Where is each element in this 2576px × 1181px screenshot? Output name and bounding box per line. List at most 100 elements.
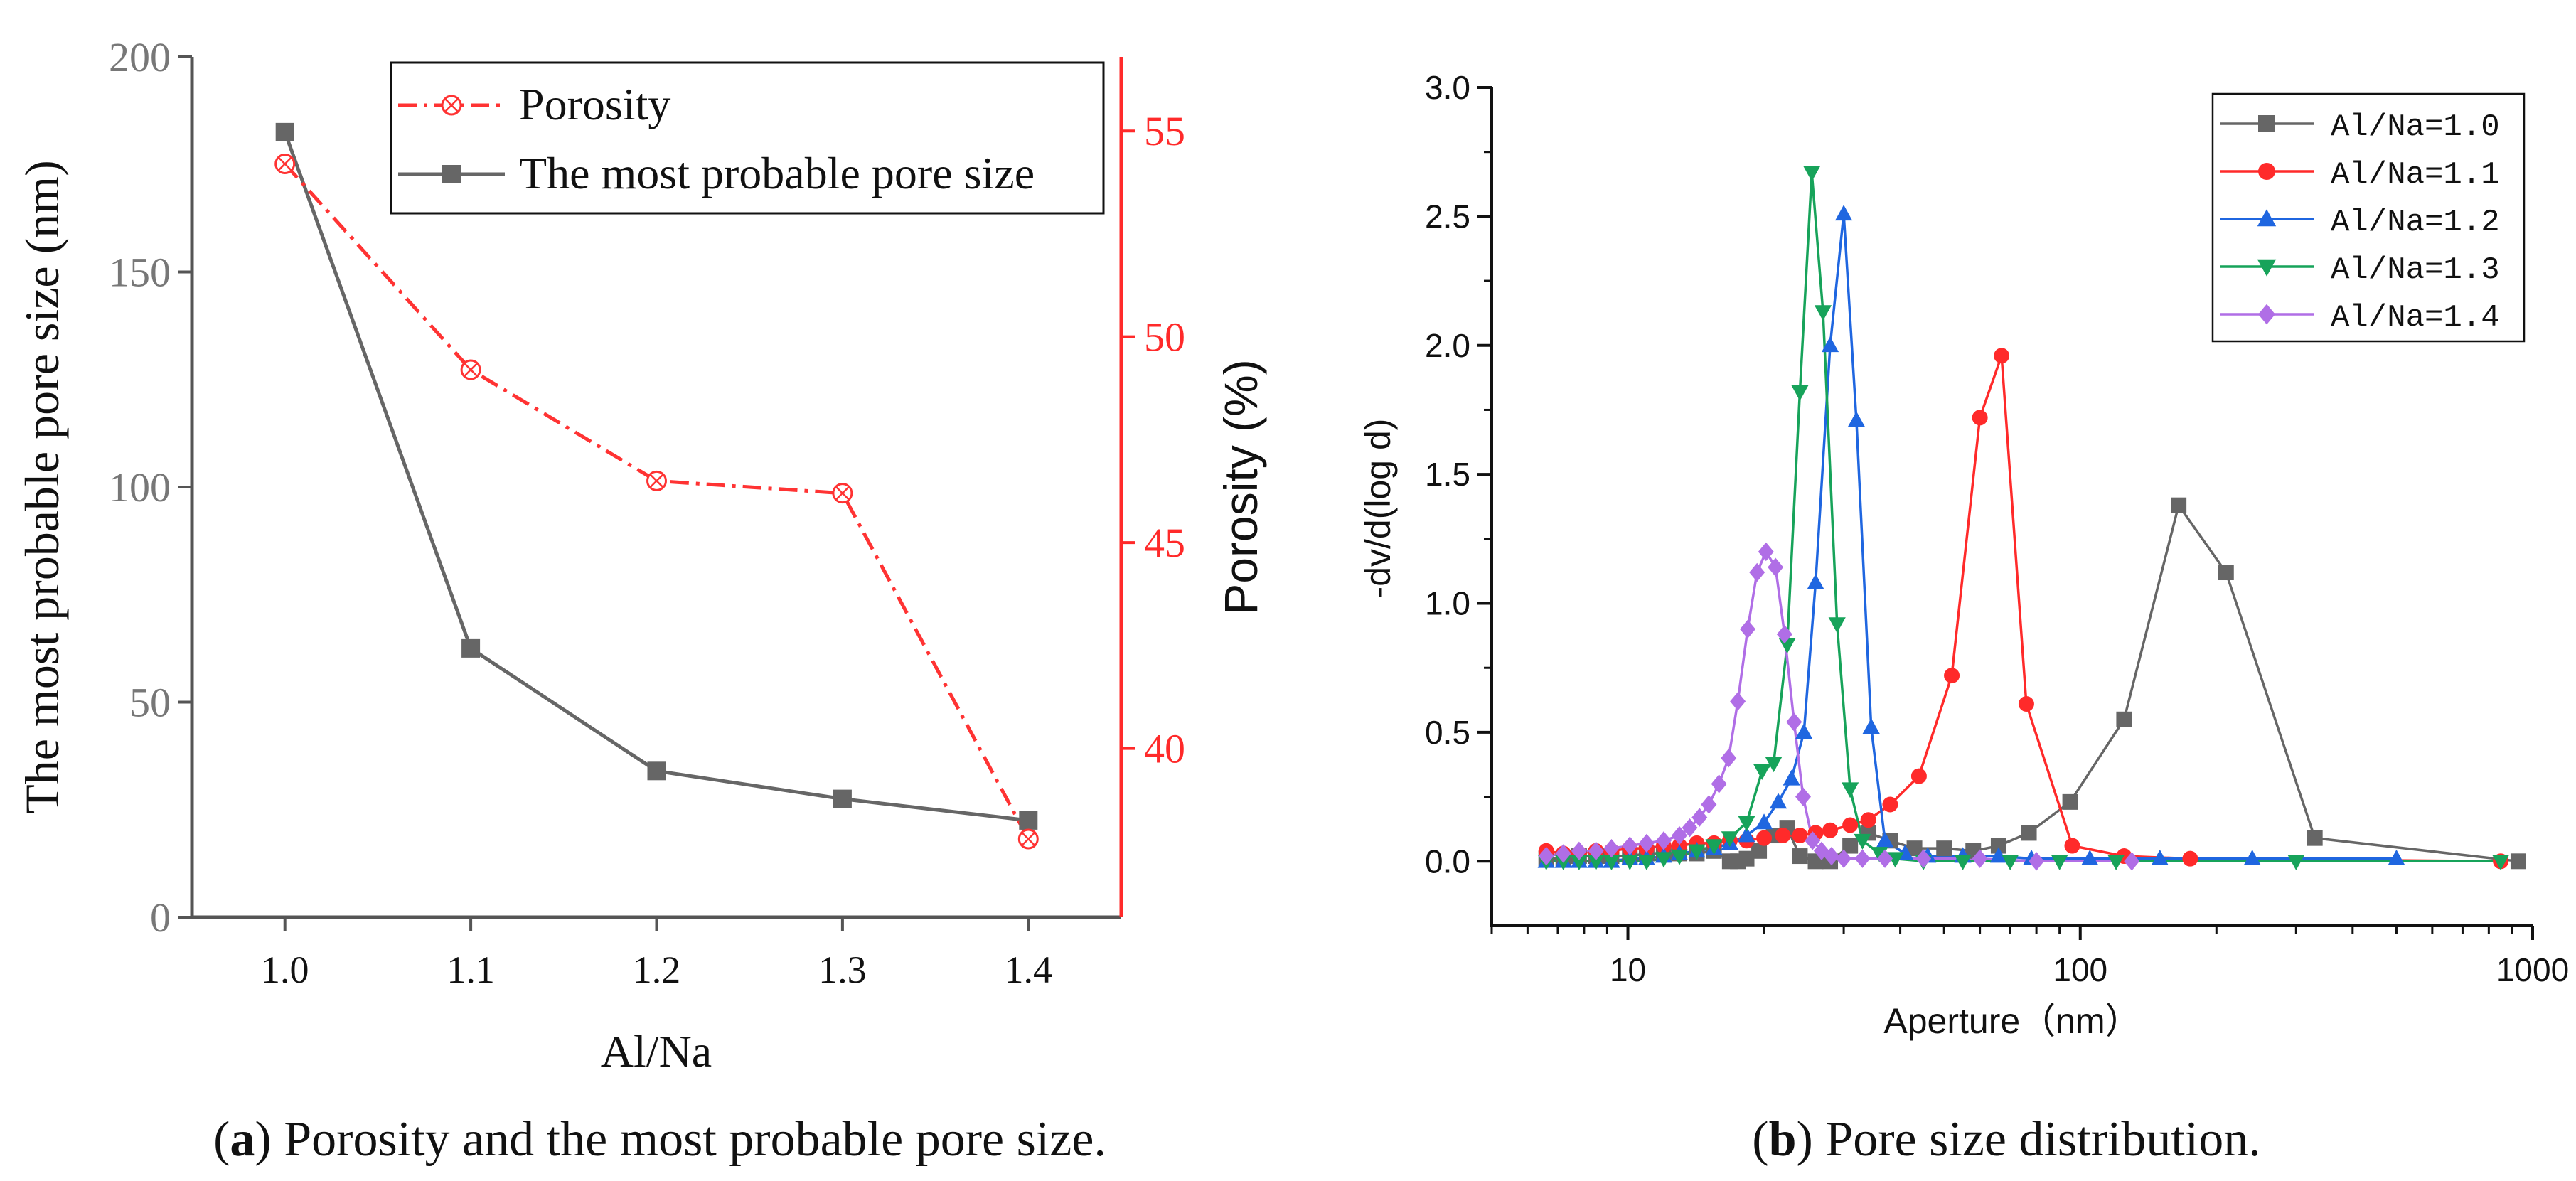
a-caption-text: Porosity and the most probable pore size… [284, 1112, 1106, 1167]
b-series-point-4 [1836, 849, 1852, 868]
b-series-point-3 [2002, 854, 2019, 870]
b-series-point-3-shape [1814, 305, 1832, 321]
b-series-point-4-shape [1805, 831, 1821, 850]
b-series-point-2 [2243, 850, 2261, 866]
a-series-markers [274, 122, 1039, 850]
b-series-point-4-shape [1768, 557, 1784, 577]
b-series-point-3-shape [1778, 638, 1796, 654]
a-porosity-point [832, 483, 853, 504]
b-series-point-4-shape [1795, 787, 1811, 806]
b-series-point-4-shape [1877, 849, 1893, 868]
b-series-point-4 [1768, 557, 1784, 577]
b-series-point-1 [1792, 828, 1808, 844]
b-series-point-0-shape [2218, 565, 2234, 581]
b-series-point-1 [1860, 812, 1876, 828]
a-pore-size-point [833, 789, 852, 808]
b-series-point-0-shape [1990, 838, 2006, 854]
b-series-point-4-shape [1972, 849, 1988, 868]
b-series-point-0 [2218, 565, 2234, 581]
b-caption-open-paren: ( [1752, 1112, 1768, 1167]
b-series-point-0 [1936, 840, 1952, 857]
b-series-point-1-shape [1822, 822, 1839, 838]
b-series-point-3-shape [2107, 854, 2125, 870]
b-series-point-3-shape [2287, 854, 2305, 870]
b-series-point-3 [1842, 782, 1859, 798]
b-series-point-0 [2021, 825, 2037, 841]
a-left-y-tick-label: 150 [109, 250, 171, 296]
b-caption-close-paren: ) [1797, 1112, 1826, 1167]
b-series-point-4 [1588, 841, 1604, 860]
b-series-point-4-shape [1730, 692, 1746, 711]
a-pore-size-point-shape [275, 122, 294, 141]
b-series-point-3 [1753, 764, 1771, 780]
b-series-point-4-shape [1701, 795, 1717, 814]
b-series-point-2-shape [1795, 723, 1813, 739]
b-series-point-3 [1791, 385, 1809, 401]
b-series-point-2 [1755, 813, 1773, 830]
b-y-axis-label: -dv/d(log d) [1358, 419, 1398, 599]
b-series-point-0 [2510, 853, 2526, 870]
b-legend-label-0: Al/Na=1.0 [2331, 109, 2500, 145]
b-series-point-0 [1842, 838, 1859, 854]
b-series-point-2 [1989, 847, 2008, 863]
b-series-point-3-shape [1587, 854, 1605, 870]
a-x-tick-label: 1.0 [261, 948, 309, 991]
b-series-point-3-shape [1621, 854, 1639, 870]
a-x-ticks: 1.0 1.1 1.2 1.3 1.4 [261, 917, 1052, 991]
b-x-tick-label: 100 [2053, 951, 2107, 988]
b-series-point-0-shape [1936, 840, 1952, 857]
a-porosity-point [1017, 828, 1039, 850]
b-series-point-4 [2124, 852, 2140, 871]
a-pore-size-point [647, 761, 666, 781]
b-series-point-4 [1571, 841, 1587, 860]
b-series-point-3-shape [1954, 854, 1972, 870]
a-right-y-tick-label: 55 [1144, 108, 1185, 154]
b-series-point-4 [1758, 542, 1774, 562]
b-series-point-1-shape [1882, 796, 1898, 813]
b-series-point-3-shape [1688, 844, 1706, 860]
b-series-point-1-shape [2064, 838, 2080, 854]
b-y-tick-label: 0.0 [1425, 843, 1470, 880]
b-series-point-2 [1795, 723, 1813, 739]
b-series-point-1 [1882, 796, 1898, 813]
b-series-point-0-shape [2116, 711, 2132, 727]
b-series-point-3 [1587, 854, 1605, 870]
b-series-point-2-shape [1876, 831, 1894, 848]
a-porosity-line [283, 162, 1030, 840]
b-series-point-4-shape [1721, 749, 1737, 768]
b-series-point-2-shape [2081, 850, 2099, 866]
b-series-point-0-shape [1792, 848, 1808, 865]
b-series-point-4-shape [1813, 841, 1829, 860]
b-series-point-4 [1711, 774, 1727, 793]
a-caption: (a) Porosity and the most probable pore … [213, 1112, 1106, 1167]
b-series-point-1-shape [2182, 850, 2198, 867]
b-series-point-1-shape [1860, 812, 1876, 828]
a-x-axis-label: Al/Na [601, 1026, 712, 1076]
b-series-point-4-shape [1740, 619, 1756, 639]
b-series-point-1-shape [1972, 410, 1988, 426]
b-series-point-1-shape [1756, 830, 1773, 846]
b-series-point-1 [1944, 668, 1960, 684]
b-series-point-4-shape [1538, 846, 1554, 866]
b-series-point-4 [1776, 624, 1792, 644]
b-series-point-3-shape [1655, 852, 1673, 868]
b-series-point-4 [1538, 846, 1554, 866]
b-series-point-2-shape [1821, 336, 1839, 353]
a-legend-porosity-symbol [441, 95, 462, 116]
b-series-point-1 [1775, 828, 1791, 844]
a-pore-size-point [461, 638, 481, 658]
b-series-point-4 [1786, 712, 1802, 732]
b-series-point-4 [1823, 846, 1839, 866]
b-legend-marker-1 [2258, 163, 2275, 180]
b-series-point-2 [1834, 205, 1853, 221]
b-series-point-0 [2171, 497, 2187, 513]
b-series-point-4-shape [1682, 818, 1698, 838]
b-x-tick-label: 1000 [2496, 951, 2569, 988]
b-series-point-2 [2151, 850, 2169, 866]
b-series-point-4 [1655, 831, 1672, 850]
b-legend-label-1: Al/Na=1.1 [2331, 157, 2500, 193]
a-x-tick-label: 1.1 [447, 948, 495, 991]
b-series-point-4-shape [1622, 836, 1638, 855]
a-caption-letter: a [230, 1112, 255, 1167]
b-caption: (b) Pore size distribution. [1752, 1112, 2261, 1167]
